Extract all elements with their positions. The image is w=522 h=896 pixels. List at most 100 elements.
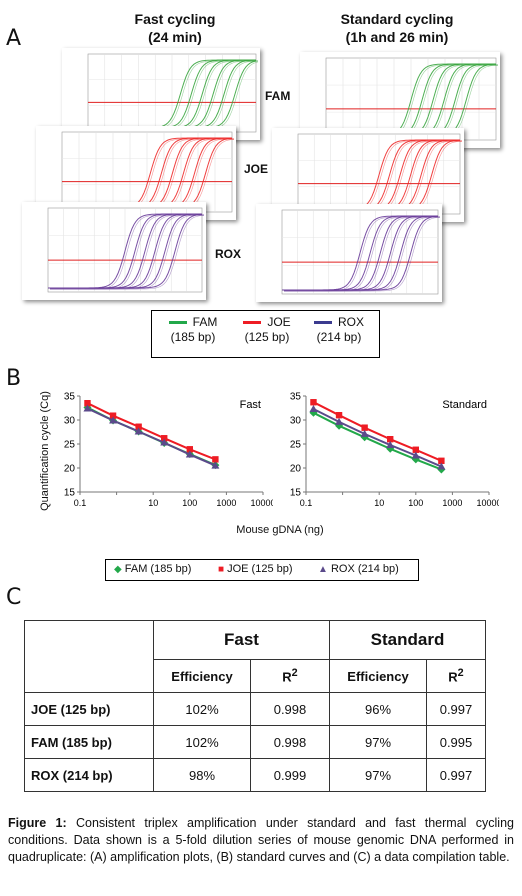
diamond-marker-icon: ◆ [114,564,122,575]
data-point [386,440,395,448]
x-tick-label: 10 [374,498,384,508]
col-r2-standard-sup: 2 [457,667,464,680]
data-point [335,417,344,425]
legend-a-rox: ROX (214 bp) [304,315,374,345]
legend-b-fam-label: FAM (185 bp) [124,563,192,575]
data-point [361,424,368,431]
cell-fast-efficiency: 98% [153,758,251,792]
col-efficiency-fast: Efficiency [153,659,251,693]
data-point [309,408,318,417]
table-row: FAM (185 bp) 102% 0.998 97% 0.995 [24,725,486,759]
data-point [438,457,445,464]
y-tick-label: 35 [290,392,302,403]
cell-standard-r2: 0.997 [426,692,486,726]
table-corner [24,620,154,693]
col-r2-standard: R2 [426,659,486,693]
col-r2-fast: R2 [250,659,330,693]
data-point [360,429,369,437]
dye-label-joe: JOE [244,162,269,176]
cell-fast-r2: 0.998 [250,692,330,726]
y-tick-label: 30 [64,416,76,427]
x-tick-label: 10 [148,498,158,508]
legend-line-fam [168,321,187,325]
standard-title-line2: (1h and 26 min) [345,29,449,45]
col-efficiency-standard: Efficiency [329,659,427,693]
x-tick-label: 1000 [442,498,462,508]
efficiency-table: Fast Standard Efficiency R2 Efficiency R… [24,620,486,792]
fast-title-line1: Fast cycling [134,11,216,27]
legend-a-rox-name: ROX [337,315,364,329]
legend-a-fam-detail: (185 bp) [170,330,216,344]
caption-text: Consistent triplex amplification under s… [8,816,514,864]
legend-b-joe: ■ JOE (125 bp) [218,563,293,575]
fast-title-line2: (24 min) [148,29,202,45]
data-point [84,400,91,407]
triangle-marker-icon: ▲ [318,564,328,575]
data-point [309,404,318,412]
caption-label: Figure 1: [8,816,67,830]
legend-b-fam: ◆ FAM (185 bp) [114,563,191,575]
legend-b-rox: ▲ ROX (214 bp) [318,563,399,575]
series-line [313,401,442,462]
fast-cycling-title: Fast cycling (24 min) [100,10,250,46]
x-tick-label: 10000 [250,498,273,508]
x-tick-label: 0.1 [74,498,87,508]
legend-a-rox-detail: (214 bp) [316,330,362,344]
legend-line-rox [313,321,332,325]
panel-b-ylabel: Quantification cycle (Cq) [39,391,51,511]
group-header-fast: Fast [153,620,330,660]
data-point [109,412,117,419]
series-line [313,411,442,471]
data-point [211,461,220,469]
y-tick-label: 35 [64,392,76,403]
x-tick-label: 1000 [216,498,236,508]
figure-caption: Figure 1: Consistent triplex amplificati… [8,815,514,866]
series-line [87,402,216,461]
cell-fast-efficiency: 102% [153,692,251,726]
standard-curve-chart-fast: 15 20 25 30 35 0.1 10 100 1000 10000 Fast [64,392,273,509]
panel-a-letter: A [6,26,22,51]
panel-a-legend: FAM (185 bp) JOE (125 bp) ROX (214 bp) [151,310,380,358]
group-header-standard: Standard [329,620,486,660]
cell-standard-efficiency: 96% [329,692,427,726]
x-tick-label: 10000 [476,498,499,508]
data-point [160,438,169,446]
cell-fast-efficiency: 102% [153,725,251,759]
panel-b-xlabel: Mouse gDNA (ng) [236,524,324,536]
row-label: ROX (214 bp) [24,758,154,792]
cell-fast-r2: 0.999 [250,758,330,792]
legend-a-joe-name: JOE [267,315,291,329]
panel-b-legend: ◆ FAM (185 bp) ■ JOE (125 bp) ▲ ROX (214… [105,559,419,581]
data-point [83,404,92,412]
legend-a-joe: JOE (125 bp) [232,315,302,345]
data-point [335,412,343,419]
col-r2-fast-sup: 2 [291,667,298,680]
cell-standard-efficiency: 97% [329,725,427,759]
amp-plot-standard-rox [256,204,442,302]
y-tick-label: 15 [290,488,302,499]
col-r2-standard-r: R [448,669,458,685]
data-point [134,427,143,435]
data-point [411,451,420,459]
data-point [387,436,394,443]
cell-standard-r2: 0.995 [426,725,486,759]
legend-a-fam: FAM (185 bp) [158,315,228,345]
data-point [186,446,193,453]
data-point [135,423,142,430]
legend-line-joe [243,321,262,325]
panel-c-letter: C [6,585,22,610]
amp-plot-fast-rox [22,202,206,300]
legend-b-joe-label: JOE (125 bp) [227,563,293,575]
x-tick-label: 100 [408,498,423,508]
y-tick-label: 20 [290,464,302,475]
legend-a-joe-detail: (125 bp) [244,330,290,344]
table-row: JOE (125 bp) 102% 0.998 96% 0.997 [24,692,486,726]
data-point [310,399,317,406]
y-tick-label: 25 [290,440,302,451]
square-marker-icon: ■ [218,564,225,575]
cell-standard-r2: 0.997 [426,758,486,792]
cell-fast-r2: 0.998 [250,725,330,759]
legend-b-rox-label: ROX (214 bp) [330,563,399,575]
row-label: JOE (125 bp) [24,692,154,726]
data-point [109,416,118,424]
